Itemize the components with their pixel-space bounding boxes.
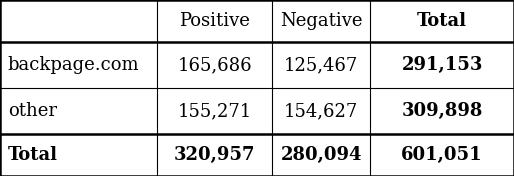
Text: Negative: Negative (280, 12, 362, 30)
Text: 309,898: 309,898 (401, 102, 483, 120)
Text: 601,051: 601,051 (401, 146, 483, 164)
Text: Total: Total (8, 146, 58, 164)
Text: 320,957: 320,957 (174, 146, 255, 164)
Text: backpage.com: backpage.com (8, 56, 139, 74)
Text: 280,094: 280,094 (281, 146, 362, 164)
Text: Positive: Positive (179, 12, 250, 30)
Text: 165,686: 165,686 (177, 56, 252, 74)
Text: 291,153: 291,153 (401, 56, 483, 74)
Text: other: other (8, 102, 57, 120)
Text: 155,271: 155,271 (177, 102, 252, 120)
Text: 154,627: 154,627 (284, 102, 358, 120)
Text: 125,467: 125,467 (284, 56, 358, 74)
Text: Total: Total (417, 12, 467, 30)
